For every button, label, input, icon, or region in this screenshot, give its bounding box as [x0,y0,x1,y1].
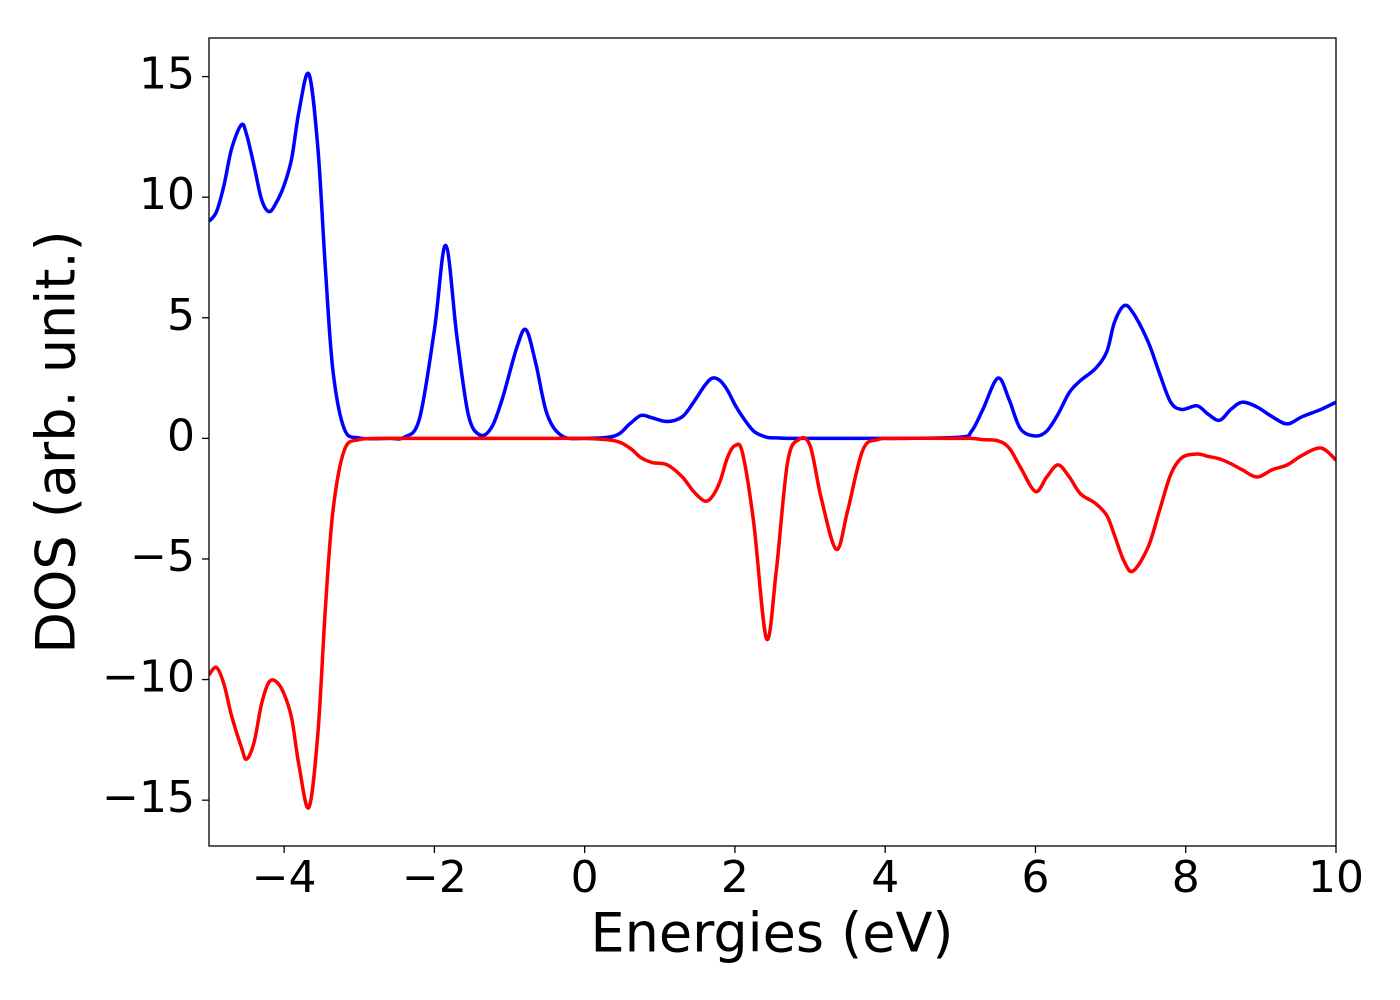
x-tick-label: 0 [571,852,599,903]
x-tick-label: −4 [252,852,317,903]
x-tick-label: 8 [1172,852,1200,903]
y-axis-label: DOS (arb. unit.) [25,230,88,653]
dos-line [209,71,1336,441]
x-tick-label: 10 [1308,852,1364,903]
y-tick-label: 0 [167,410,195,461]
y-tick-label: 15 [139,49,195,100]
x-tick-label: 4 [871,852,899,903]
y-tick-label: −10 [102,652,195,703]
y-tick-label: 5 [167,290,195,341]
x-tick-label: 2 [721,852,749,903]
x-tick-label: −2 [402,852,467,903]
y-tick-label: −5 [130,531,195,582]
y-tick-label: 10 [139,169,195,220]
plot-frame [208,37,1337,847]
y-tick-label: −15 [102,772,195,823]
x-tick-label: 6 [1021,852,1049,903]
plot-lines [209,71,1336,810]
x-axis-label: Energies (eV) [591,902,954,965]
dos-line [209,435,1336,810]
